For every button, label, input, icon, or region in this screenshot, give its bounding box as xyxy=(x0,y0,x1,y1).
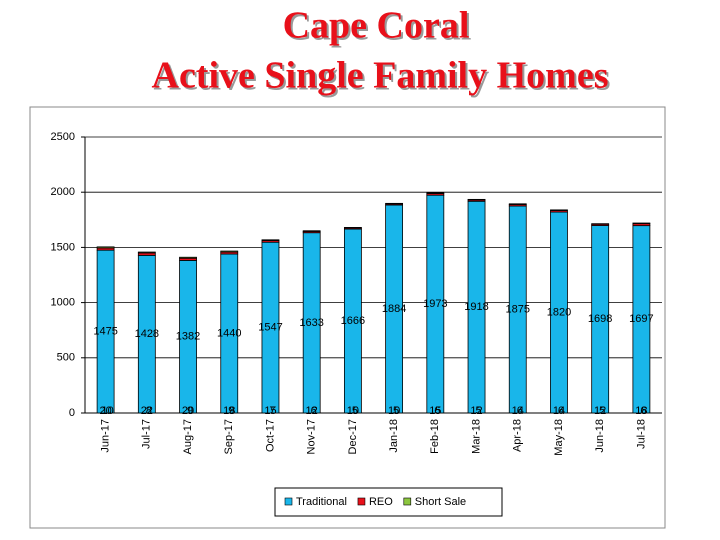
data-label: 6 xyxy=(640,405,646,417)
data-label: 6 xyxy=(558,405,564,417)
data-label: 1697 xyxy=(629,313,653,325)
x-tick-label: Apr-18 xyxy=(512,419,524,452)
x-tick-label: Dec-17 xyxy=(347,419,359,454)
data-label: 10 xyxy=(101,405,113,417)
data-label: 1666 xyxy=(341,315,365,327)
bar-segment xyxy=(385,202,404,205)
data-label: 1973 xyxy=(423,298,447,310)
bar-segment xyxy=(632,222,651,225)
chart-title-shadow: Cape Coral xyxy=(285,7,472,49)
x-tick-label: Mar-18 xyxy=(470,419,482,454)
legend-swatch xyxy=(357,497,366,506)
x-tick-label: Jul-18 xyxy=(635,419,647,449)
bar-segment xyxy=(508,203,527,205)
x-tick-label: Oct-17 xyxy=(264,419,276,452)
bar-segment xyxy=(343,227,362,229)
bar-segment xyxy=(550,209,568,211)
data-label: 8 xyxy=(146,405,152,417)
y-tick-label: 500 xyxy=(57,352,75,364)
data-label: 12 xyxy=(594,405,606,417)
data-label: 20 xyxy=(99,405,111,417)
data-label: 12 xyxy=(306,405,318,417)
data-label: 1884 xyxy=(382,303,406,315)
y-tick-label: 1000 xyxy=(51,297,75,309)
data-label: 10 xyxy=(388,405,400,417)
y-tick-label: 0 xyxy=(69,407,75,419)
chart-subtitle: Active Single Family Homes xyxy=(152,55,609,97)
data-label: 1633 xyxy=(299,317,323,329)
bar-segment xyxy=(220,250,239,253)
data-label: 1820 xyxy=(547,306,571,318)
data-label: 5 xyxy=(599,405,605,417)
x-tick-label: Jan-18 xyxy=(388,419,400,453)
data-label: 1428 xyxy=(135,328,159,340)
data-label: 20 xyxy=(182,405,194,417)
data-label: 1440 xyxy=(217,327,241,339)
legend-swatch xyxy=(403,497,412,506)
x-tick-label: Jun-18 xyxy=(594,419,606,453)
legend-label: Traditional xyxy=(296,496,347,508)
data-label: 1918 xyxy=(464,301,488,313)
x-tick-label: Nov-17 xyxy=(306,419,318,454)
bar-segment xyxy=(467,198,486,201)
y-tick-label: 2000 xyxy=(51,186,75,198)
chart-frame xyxy=(29,106,666,529)
data-label: 18 xyxy=(223,405,235,417)
bar-segment xyxy=(137,251,156,254)
data-label: 15 xyxy=(429,405,441,417)
bar-segment xyxy=(591,223,610,225)
legend-label: Short Sale xyxy=(415,496,466,508)
bar-segment xyxy=(179,256,197,259)
data-label: 9 xyxy=(228,405,234,417)
data-label: 1875 xyxy=(506,303,530,315)
y-tick-label: 2500 xyxy=(51,131,75,143)
data-label: 5 xyxy=(352,405,358,417)
data-label: 1547 xyxy=(258,322,282,334)
legend-box xyxy=(274,487,503,517)
data-label: 14 xyxy=(512,405,524,417)
data-label: 10 xyxy=(347,405,359,417)
bar-segment xyxy=(302,230,321,232)
data-label: 6 xyxy=(434,405,440,417)
chart-title: Cape Coral xyxy=(283,5,470,47)
legend-swatch xyxy=(284,497,293,506)
data-label: 5 xyxy=(475,405,481,417)
data-label: 18 xyxy=(635,405,647,417)
data-label: 1698 xyxy=(588,313,612,325)
x-tick-label: May-18 xyxy=(553,419,565,456)
data-label: 1475 xyxy=(93,325,117,337)
x-tick-label: Feb-18 xyxy=(429,419,441,454)
bar-segment xyxy=(96,246,115,249)
data-label: 6 xyxy=(311,405,317,417)
chart-subtitle-shadow: Active Single Family Homes xyxy=(154,57,611,99)
data-label: 9 xyxy=(187,405,193,417)
data-label: 5 xyxy=(393,405,399,417)
data-label: 1382 xyxy=(176,331,200,343)
bar-segment xyxy=(426,192,445,194)
x-tick-label: Sep-17 xyxy=(223,419,235,454)
data-label: 6 xyxy=(517,405,523,417)
x-tick-label: Aug-17 xyxy=(182,419,194,454)
data-label: 15 xyxy=(264,405,276,417)
data-label: 12 xyxy=(470,405,482,417)
bar-segment xyxy=(261,239,280,241)
x-tick-label: Jul-17 xyxy=(141,419,153,449)
x-tick-label: Jun-17 xyxy=(100,419,112,453)
y-tick-label: 1500 xyxy=(51,241,75,253)
data-label: 14 xyxy=(553,405,565,417)
data-label: 22 xyxy=(141,405,153,417)
legend-label: REO xyxy=(369,496,393,508)
data-label: 7 xyxy=(269,405,275,417)
